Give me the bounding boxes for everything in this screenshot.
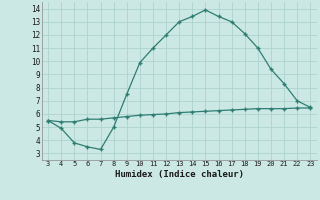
X-axis label: Humidex (Indice chaleur): Humidex (Indice chaleur) — [115, 170, 244, 179]
